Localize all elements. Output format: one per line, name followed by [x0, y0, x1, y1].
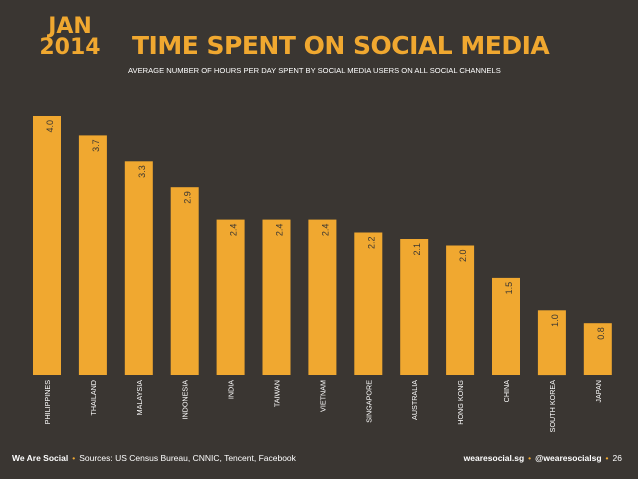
footer-twitter[interactable]: @wearesocialsg	[535, 453, 602, 463]
value-label: 3.3	[137, 165, 147, 178]
bar-japan	[583, 323, 612, 375]
bar-south-korea	[537, 310, 566, 376]
category-label: AUSTRALIA	[410, 380, 419, 420]
bar-taiwan	[262, 219, 291, 375]
value-label: 3.7	[91, 139, 101, 152]
chart-subtitle: AVERAGE NUMBER OF HOURS PER DAY SPENT BY…	[128, 66, 501, 75]
value-label: 2.9	[183, 191, 193, 204]
bar-philippines	[33, 116, 61, 375]
footer-page-number: 26	[612, 453, 622, 463]
category-label: HONG KONG	[456, 380, 465, 425]
date-month: JAN	[48, 14, 92, 39]
value-label: 4.0	[45, 120, 55, 133]
category-label: INDONESIA	[181, 380, 190, 420]
value-label: 0.8	[596, 327, 606, 340]
value-label: 2.0	[458, 250, 468, 263]
bar-malaysia	[124, 161, 153, 375]
value-label: 1.0	[550, 314, 560, 327]
footer-sources: We Are Social • Sources: US Census Bureau,…	[12, 453, 296, 463]
bar-australia	[400, 239, 429, 375]
value-label: 2.4	[320, 224, 330, 237]
footer-brand: We Are Social	[12, 453, 69, 463]
bar-singapore	[354, 232, 383, 375]
date-year: 2014	[39, 35, 101, 60]
footer-website[interactable]: wearesocial.sg	[463, 453, 525, 463]
bar-vietnam	[308, 219, 337, 375]
bar-china	[492, 277, 520, 375]
category-label: THAILAND	[89, 380, 98, 416]
category-label: MALAYSIA	[135, 380, 144, 416]
value-label: 2.4	[229, 224, 239, 237]
footer-links: wearesocial.sg • @wearesocialsg • 26	[463, 453, 622, 463]
bar-hong-kong	[446, 245, 475, 375]
bar-india	[216, 219, 245, 375]
category-label: PHILIPPINES	[43, 380, 52, 425]
category-label: SOUTH KOREA	[548, 380, 557, 433]
category-label: SINGAPORE	[364, 380, 373, 423]
category-label: JAPAN	[594, 380, 603, 403]
category-label: CHINA	[502, 380, 511, 403]
chart-title: TIME SPENT ON SOCIAL MEDIA	[132, 31, 550, 60]
value-label: 2.1	[412, 243, 422, 256]
category-label: TAIWAN	[273, 380, 282, 407]
bar-indonesia	[170, 187, 199, 375]
bar-thailand	[78, 135, 107, 375]
footer-sources-text: Sources: US Census Bureau, CNNIC, Tencen…	[79, 453, 296, 463]
category-label: INDIA	[227, 380, 236, 399]
value-label: 2.4	[275, 224, 285, 237]
category-label: VIETNAM	[318, 380, 327, 412]
value-label: 2.2	[366, 237, 376, 250]
value-label: 1.5	[504, 282, 514, 295]
date-block: JAN 2014	[26, 14, 114, 60]
